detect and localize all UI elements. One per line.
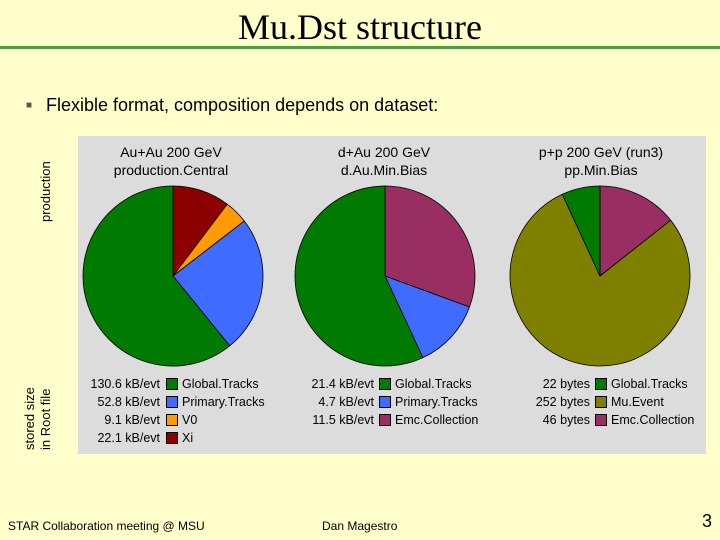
chart-2-sizes: 21.4 kB/evt 4.7 kB/evt 11.5 kB/evt bbox=[302, 375, 374, 429]
chart-3-legend-item: Mu.Event bbox=[595, 393, 694, 411]
chart-1-title-line-1: Au+Au 200 GeV bbox=[120, 144, 222, 160]
chart-1-title-line-2: production.Central bbox=[113, 162, 229, 178]
legend-swatch bbox=[595, 414, 607, 426]
chart-2-title-line-1: d+Au 200 GeV bbox=[337, 144, 431, 160]
chart-1-size-4: 22.1 kB/evt bbox=[97, 431, 160, 445]
pie-slice-mu-event bbox=[509, 193, 691, 367]
legend-label: Global.Tracks bbox=[611, 377, 688, 391]
pie-slice-global-tracks bbox=[82, 185, 231, 367]
chart-2-size-3: 11.5 kB/evt bbox=[312, 413, 374, 427]
legend-label: Global.Tracks bbox=[395, 377, 472, 391]
chart-1-pie bbox=[82, 185, 264, 367]
legend-swatch bbox=[595, 396, 607, 408]
legend-swatch bbox=[595, 378, 607, 390]
pie-slice-global-tracks bbox=[561, 185, 601, 277]
legend-swatch bbox=[166, 396, 178, 408]
axis-label-production: production bbox=[38, 161, 53, 222]
chart-1-sizes: 130.6 kB/evt 52.8 kB/evt 9.1 kB/evt 22.1… bbox=[88, 375, 161, 447]
chart-3-title-line-2: pp.Min.Bias bbox=[564, 162, 638, 178]
chart-2-legend-item: Primary.Tracks bbox=[379, 393, 478, 411]
axis-label-stored-size-2: in Root file bbox=[38, 388, 53, 450]
chart-1-legend-item: Xi bbox=[166, 429, 265, 447]
legend-label: V0 bbox=[182, 413, 198, 427]
chart-2-title: d+Au 200 GeV d.Au.Min.Bias bbox=[294, 143, 474, 179]
chart-1-size-2: 52.8 kB/evt bbox=[97, 395, 160, 409]
legend-swatch bbox=[166, 378, 178, 390]
chart-2-legend: Global.Tracks Primary.Tracks Emc.Collect… bbox=[379, 375, 478, 429]
chart-3-title-line-1: p+p 200 GeV (run3) bbox=[538, 144, 664, 160]
pie-slice-emc-collection bbox=[599, 185, 672, 277]
legend-swatch bbox=[166, 414, 178, 426]
legend-label: Global.Tracks bbox=[182, 377, 259, 391]
chart-3-sizes: 22 bytes 252 bytes 46 bytes bbox=[518, 375, 590, 429]
pie-slice-global-tracks bbox=[294, 185, 424, 367]
chart-3-legend: Global.Tracks Mu.Event Emc.Collection bbox=[595, 375, 694, 429]
chart-1-size-3: 9.1 kB/evt bbox=[104, 413, 160, 427]
chart-1-size-1: 130.6 kB/evt bbox=[90, 377, 161, 391]
chart-1-legend-item: Primary.Tracks bbox=[166, 393, 265, 411]
legend-label: Mu.Event bbox=[611, 395, 664, 409]
legend-label: Primary.Tracks bbox=[182, 395, 265, 409]
chart-3-size-2: 252 bytes bbox=[535, 395, 590, 409]
bullet-icon: ■ bbox=[26, 100, 33, 111]
title-rule bbox=[0, 46, 720, 49]
chart-3-legend-item: Emc.Collection bbox=[595, 411, 694, 429]
legend-swatch bbox=[379, 396, 391, 408]
axis-label-stored-size-1: stored size bbox=[22, 387, 37, 450]
chart-1-title: Au+Au 200 GeV production.Central bbox=[81, 143, 261, 179]
chart-2-legend-item: Emc.Collection bbox=[379, 411, 478, 429]
pie-slice-primary-tracks bbox=[172, 220, 264, 347]
pie-slice-primary-tracks bbox=[384, 275, 471, 359]
chart-3-pie bbox=[509, 185, 691, 367]
footer-left: STAR Collaboration meeting @ MSU bbox=[8, 519, 205, 533]
chart-2-size-2: 4.7 kB/evt bbox=[318, 395, 374, 409]
chart-2-title-line-2: d.Au.Min.Bias bbox=[340, 162, 428, 178]
chart-3-title: p+p 200 GeV (run3) pp.Min.Bias bbox=[511, 143, 691, 179]
chart-1-legend: Global.Tracks Primary.Tracks V0 Xi bbox=[166, 375, 265, 447]
chart-1-legend-item: V0 bbox=[166, 411, 265, 429]
slide-title: Mu.Dst structure bbox=[238, 7, 482, 47]
chart-3-size-1: 22 bytes bbox=[542, 377, 590, 391]
legend-label: Emc.Collection bbox=[395, 413, 479, 427]
chart-1-legend-item: Global.Tracks bbox=[166, 375, 265, 393]
chart-3-size-3: 46 bytes bbox=[542, 413, 590, 427]
legend-swatch bbox=[166, 432, 178, 444]
page-number: 3 bbox=[701, 511, 712, 531]
chart-2-size-1: 21.4 kB/evt bbox=[311, 377, 374, 391]
chart-2-legend-item: Global.Tracks bbox=[379, 375, 478, 393]
footer-center: Dan Magestro bbox=[322, 519, 398, 533]
chart-2-pie bbox=[294, 185, 476, 367]
legend-label: Xi bbox=[182, 431, 194, 445]
chart-3-legend-item: Global.Tracks bbox=[595, 375, 694, 393]
legend-swatch bbox=[379, 414, 391, 426]
legend-swatch bbox=[379, 378, 391, 390]
bullet-text: Flexible format, composition depends on … bbox=[46, 95, 439, 115]
legend-label: Primary.Tracks bbox=[395, 395, 478, 409]
legend-label: Emc.Collection bbox=[611, 413, 695, 427]
pie-slice-emc-collection bbox=[384, 185, 476, 308]
